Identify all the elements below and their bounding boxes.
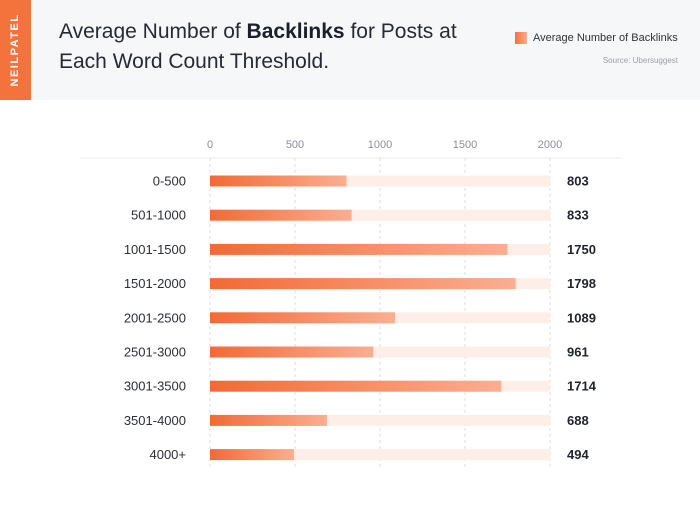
title-suffix: for Posts at Each Word Count Threshold.: [59, 20, 457, 73]
value-label: 1714: [567, 379, 597, 394]
legend: Average Number of Backlinks: [515, 31, 678, 45]
category-label: 1001-1500: [124, 242, 186, 257]
bar: [210, 449, 294, 461]
category-label: 3001-3500: [124, 379, 186, 394]
bar: [210, 380, 502, 392]
category-label: 1501-2000: [124, 276, 186, 291]
bar: [210, 414, 327, 426]
brand-strip: NEILPATEL: [0, 0, 31, 100]
bar: [210, 175, 347, 187]
bar: [210, 346, 374, 358]
legend-swatch: [515, 32, 527, 44]
bar: [210, 312, 396, 324]
bar-track: [210, 414, 550, 426]
x-tick-label: 2000: [538, 139, 562, 151]
bar: [210, 209, 352, 221]
legend-label: Average Number of Backlinks: [533, 32, 678, 44]
category-label: 0-500: [153, 174, 186, 189]
x-tick-label: 1500: [453, 139, 477, 151]
bar: [210, 278, 516, 290]
value-label: 1089: [567, 310, 596, 325]
category-label: 2501-3000: [124, 345, 186, 360]
x-tick-label: 0: [207, 139, 213, 151]
header-panel: NEILPATEL Average Number of Backlinks fo…: [0, 0, 700, 100]
value-label: 688: [567, 413, 589, 428]
x-tick-label: 500: [286, 139, 304, 151]
title-prefix: Average Number of: [59, 20, 247, 43]
bar-track: [210, 209, 550, 221]
bar-track: [210, 346, 550, 358]
category-label: 3501-4000: [124, 413, 186, 428]
value-label: 961: [567, 345, 589, 360]
value-label: 803: [567, 174, 589, 189]
value-label: 1750: [567, 242, 596, 257]
category-label: 2001-2500: [124, 310, 186, 325]
value-label: 833: [567, 208, 589, 223]
title-bold: Backlinks: [246, 20, 345, 43]
source-note: Source: Ubersuggest: [602, 56, 678, 65]
bar-track: [210, 449, 550, 461]
bar-track: [210, 175, 550, 187]
bar: [210, 243, 508, 255]
value-label: 494: [567, 447, 589, 462]
category-label: 501-1000: [131, 208, 186, 223]
value-label: 1798: [567, 276, 596, 291]
chart-title: Average Number of Backlinks for Posts at…: [59, 17, 459, 77]
category-label: 4000+: [149, 447, 186, 462]
x-tick-label: 1000: [368, 139, 392, 151]
